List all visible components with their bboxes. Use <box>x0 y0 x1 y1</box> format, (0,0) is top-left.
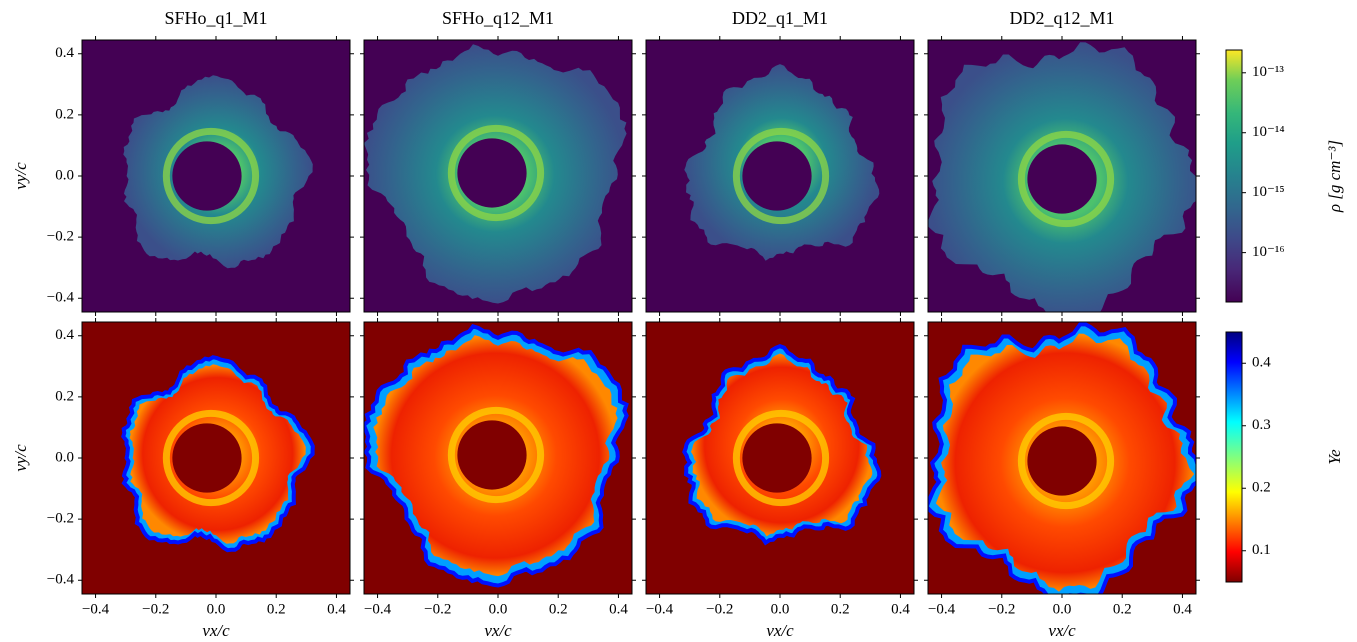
x-axis-label: vx/c <box>484 621 512 640</box>
x-tick-label: 0.4 <box>891 601 910 617</box>
inner-ring <box>1017 412 1115 510</box>
inner-hole <box>742 141 812 211</box>
inner-hole <box>172 423 242 493</box>
colorbar-tick-label: 0.1 <box>1252 542 1271 558</box>
inner-ring <box>732 409 830 507</box>
inner-ring <box>162 127 260 225</box>
x-tick-label: 0.2 <box>549 601 568 617</box>
x-tick-label: −0.2 <box>424 601 451 617</box>
x-tick-label: −0.4 <box>82 601 110 617</box>
x-tick-label: 0.4 <box>327 601 346 617</box>
colorbar-label: ρ [g cm⁻³] <box>1325 140 1344 213</box>
x-tick-label: 0.2 <box>831 601 850 617</box>
inner-ring <box>447 406 545 504</box>
x-tick-label: 0.0 <box>1053 601 1072 617</box>
x-tick-label: 0.2 <box>1113 601 1132 617</box>
colorbar <box>1225 49 1243 303</box>
inner-ring <box>732 127 830 225</box>
y-tick-label: −0.2 <box>47 229 74 245</box>
colorbar-tick-label: 10⁻¹⁵ <box>1252 184 1285 200</box>
panel <box>646 40 914 312</box>
y-tick-label: 0.2 <box>55 388 74 404</box>
y-tick-label: 0.2 <box>55 106 74 122</box>
y-axis-label: vy/c <box>11 444 30 472</box>
panel <box>928 322 1196 594</box>
x-axis-label: vx/c <box>202 621 230 640</box>
x-tick-label: 0.0 <box>207 601 226 617</box>
x-tick-label: 0.2 <box>267 601 286 617</box>
column-title: DD2_q12_M1 <box>1009 8 1114 28</box>
inner-ring <box>162 409 260 507</box>
panel <box>928 40 1196 312</box>
colorbar-tick-label: 10⁻¹⁶ <box>1252 244 1285 260</box>
panel <box>364 322 632 594</box>
y-tick-label: −0.4 <box>47 572 75 588</box>
y-tick-label: 0.4 <box>55 45 74 61</box>
x-tick-label: −0.4 <box>928 601 956 617</box>
x-tick-label: −0.2 <box>706 601 733 617</box>
inner-ring <box>1017 130 1115 228</box>
inner-hole <box>1027 426 1097 496</box>
y-tick-label: 0.0 <box>55 167 74 183</box>
y-tick-label: −0.4 <box>47 290 75 306</box>
y-tick-label: 0.0 <box>55 449 74 465</box>
inner-hole <box>457 138 527 208</box>
x-tick-label: 0.4 <box>609 601 628 617</box>
x-tick-label: −0.4 <box>646 601 674 617</box>
inner-hole <box>172 141 242 211</box>
colorbar-tick-label: 10⁻¹³ <box>1252 64 1284 80</box>
colorbar-tick-label: 0.2 <box>1252 480 1271 496</box>
x-tick-label: −0.2 <box>142 601 169 617</box>
x-tick-label: −0.4 <box>364 601 392 617</box>
colorbar <box>1225 331 1243 583</box>
colorbar-tick-label: 0.3 <box>1252 417 1271 433</box>
panel <box>82 322 350 594</box>
panel <box>646 322 914 594</box>
x-tick-label: 0.0 <box>771 601 790 617</box>
x-axis-label: vx/c <box>766 621 794 640</box>
panel <box>364 40 632 312</box>
colorbar-tick-label: 10⁻¹⁴ <box>1252 124 1285 140</box>
y-tick-label: 0.4 <box>55 327 74 343</box>
inner-hole <box>742 423 812 493</box>
panel <box>82 40 350 312</box>
colorbar-tick-label: 0.4 <box>1252 355 1271 371</box>
inner-hole <box>457 420 527 490</box>
column-title: SFHo_q12_M1 <box>442 8 554 28</box>
x-axis-label: vx/c <box>1048 621 1076 640</box>
x-tick-label: −0.2 <box>988 601 1015 617</box>
inner-ring <box>447 124 545 222</box>
y-axis-label: vy/c <box>11 162 30 190</box>
inner-hole <box>1027 144 1097 214</box>
column-title: DD2_q1_M1 <box>732 8 828 28</box>
x-tick-label: 0.4 <box>1173 601 1192 617</box>
column-title: SFHo_q1_M1 <box>164 8 267 28</box>
x-tick-label: 0.0 <box>489 601 508 617</box>
y-tick-label: −0.2 <box>47 511 74 527</box>
colorbar-label: Ye <box>1325 449 1344 465</box>
